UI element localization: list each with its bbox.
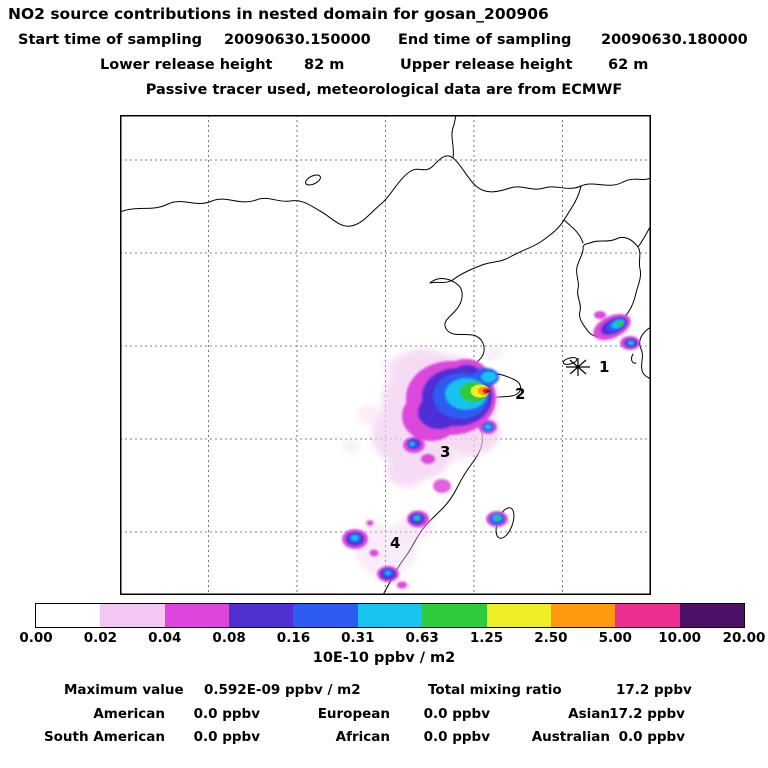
colorbar-tick-label: 0.08 — [212, 630, 246, 646]
colorbar-tick-label: 0.04 — [148, 630, 182, 646]
colorbar-tick-label: 1.25 — [469, 630, 504, 646]
lower-release-label: Lower release height — [100, 57, 273, 73]
colorbar-tick-label: 2.50 — [534, 630, 568, 646]
colorbar-segment-9 — [550, 604, 616, 627]
total-mixing-ratio-value: 17.2 ppbv — [616, 682, 692, 698]
region-stat-value: 0.0 ppbv — [423, 706, 490, 722]
region-stat-value: 17.2 ppbv — [609, 706, 685, 722]
colorbar-segment-11 — [679, 604, 744, 627]
colorbar-segment-5 — [293, 604, 358, 627]
colorbar-tick-label: 0.02 — [83, 630, 118, 646]
upper-release-label: Upper release height — [400, 57, 573, 73]
plume-label-1: 1 — [599, 358, 609, 376]
map-border — [120, 115, 651, 595]
region-stat-label: Asian — [568, 706, 610, 722]
colorbar-unit-label: 10E-10 ppbv / m2 — [312, 650, 456, 666]
colorbar-tick-label: 20.00 — [722, 630, 766, 646]
region-stat-value: 0.0 ppbv — [423, 729, 490, 745]
region-stat-value: 0.0 ppbv — [193, 706, 260, 722]
region-stat-value: 0.0 ppbv — [193, 729, 260, 745]
colorbar-tick-label: 10.00 — [658, 630, 701, 646]
plume-label-2: 2 — [515, 385, 525, 403]
maximum-value-label: Maximum value — [64, 682, 184, 698]
lower-release-value: 82 m — [304, 57, 345, 73]
region-stat-label: South American — [43, 729, 165, 745]
region-stat-label: European — [317, 706, 390, 722]
tracer-note: Passive tracer used, meteorological data… — [145, 82, 623, 98]
start-time-value: 20090630.150000 — [224, 32, 371, 48]
region-stat-label: Australian — [531, 729, 610, 745]
colorbar-segment-8 — [486, 604, 551, 627]
colorbar-segment-1 — [36, 604, 101, 627]
colorbar-tick-label: 0.16 — [276, 630, 311, 646]
colorbar-segment-6 — [357, 604, 423, 627]
colorbar-segment-4 — [229, 604, 294, 627]
receptor-star-icon — [566, 358, 590, 376]
colorbar-tick-label: 5.00 — [598, 630, 632, 646]
map-grid — [120, 115, 651, 595]
maximum-value: 0.592E-09 ppbv / m2 — [204, 682, 361, 698]
plume-labels: 1 2 3 4 — [390, 358, 609, 552]
map-panel: 1 2 3 4 — [120, 115, 651, 595]
plume-layer-core — [470, 384, 491, 398]
end-time-value: 20090630.180000 — [601, 32, 748, 48]
colorbar-segment-7 — [422, 604, 487, 627]
total-mixing-ratio-label: Total mixing ratio — [428, 682, 562, 698]
colorbar-tick-label: 0.31 — [341, 630, 375, 646]
colorbar-ticks: 0.00 0.02 0.04 0.08 0.16 0.31 0.63 1.25 2.50 5.00… — [0, 630, 768, 646]
end-time-label: End time of sampling — [398, 32, 572, 48]
plume-label-4: 4 — [390, 534, 400, 552]
colorbar — [35, 603, 745, 628]
region-stat-value: 0.0 ppbv — [618, 729, 685, 745]
upper-release-value: 62 m — [608, 57, 649, 73]
plume-label-3: 3 — [440, 443, 450, 461]
region-stat-label: American — [93, 706, 165, 722]
colorbar-tick-label: 0.63 — [405, 630, 439, 646]
colorbar-segment-2 — [100, 604, 165, 627]
colorbar-segment-3 — [164, 604, 230, 627]
colorbar-segment-10 — [615, 604, 680, 627]
figure-title: NO2 source contributions in nested domai… — [8, 5, 549, 23]
region-stat-label: African — [335, 729, 390, 745]
start-time-label: Start time of sampling — [18, 32, 203, 48]
colorbar-tick-label: 0.00 — [19, 630, 53, 646]
